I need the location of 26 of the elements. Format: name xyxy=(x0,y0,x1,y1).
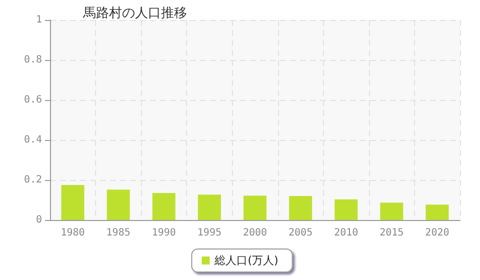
y-tick-label: 1 xyxy=(36,14,42,26)
chart-title: 馬路村の人口推移 xyxy=(82,6,187,21)
bar xyxy=(152,193,176,220)
y-tick-label: 0.2 xyxy=(24,174,42,186)
y-tick-label: 0.6 xyxy=(24,94,42,106)
legend-label: 総人口(万人) xyxy=(214,254,278,267)
x-tick-label: 1990 xyxy=(152,228,176,238)
bar xyxy=(61,185,84,220)
x-tick-label: 2020 xyxy=(425,228,450,238)
x-tick-label: 1995 xyxy=(197,228,222,238)
bar xyxy=(426,204,449,220)
x-tick-label: 2005 xyxy=(288,228,313,238)
bar xyxy=(198,194,221,220)
x-tick-label: 1985 xyxy=(106,228,130,238)
y-tick-label: 0.8 xyxy=(24,54,42,66)
bar xyxy=(380,202,404,220)
x-tick-label: 1980 xyxy=(60,228,85,238)
x-tick-label: 2010 xyxy=(334,228,358,238)
bar xyxy=(106,190,130,220)
x-tick-label: 2015 xyxy=(380,228,404,238)
bar xyxy=(334,199,358,220)
y-tick-label: 0.4 xyxy=(24,134,42,146)
x-tick-label: 2000 xyxy=(242,228,268,238)
bar xyxy=(244,196,266,220)
bar xyxy=(289,196,312,220)
y-tick-label: 0 xyxy=(36,214,42,226)
